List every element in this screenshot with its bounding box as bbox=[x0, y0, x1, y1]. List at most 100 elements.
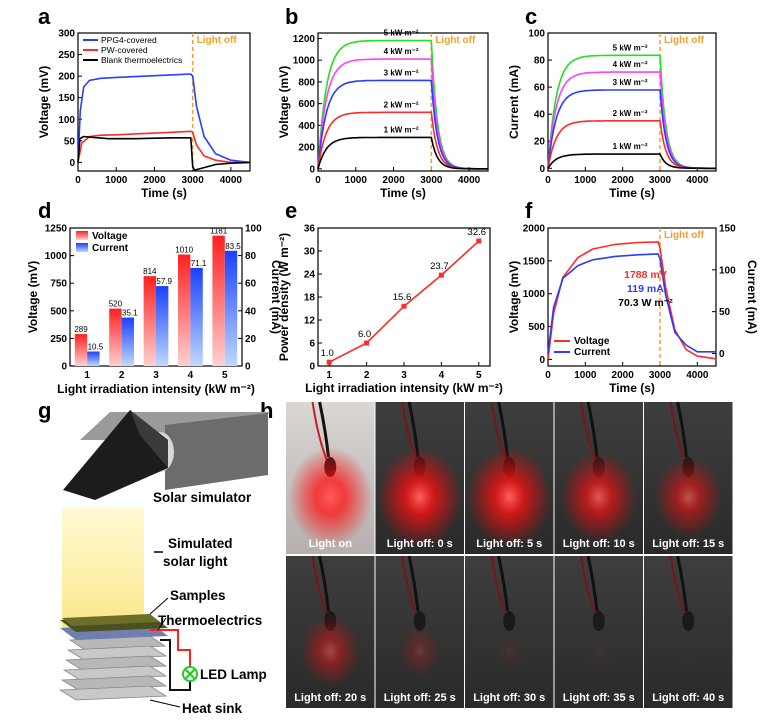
photo-cable-red bbox=[490, 555, 507, 615]
y-tick-label: 6 bbox=[309, 339, 315, 350]
y-tick-label: 100 bbox=[528, 29, 545, 40]
bar-voltage bbox=[212, 235, 225, 366]
data-label: 15.6 bbox=[393, 292, 412, 303]
y2-axis-label: Current (mA) bbox=[745, 260, 759, 334]
y-tick-label: 0 bbox=[539, 355, 545, 366]
y-axis-label: Voltage (mV) bbox=[26, 261, 40, 333]
x-tick-label: 0 bbox=[545, 370, 551, 381]
y-tick-label: 750 bbox=[50, 279, 67, 290]
light-off-label: Light off bbox=[664, 230, 705, 241]
y2-tick-label: 80 bbox=[245, 251, 257, 262]
y2-tick-label: 0 bbox=[245, 362, 251, 373]
photo-led-glow bbox=[583, 631, 614, 671]
label-simulated-light-2: solar light bbox=[163, 554, 228, 569]
data-point bbox=[326, 359, 332, 365]
x-tick-label: 2 bbox=[119, 370, 125, 381]
data-label: 1.0 bbox=[321, 348, 334, 359]
x-axis-label: Time (s) bbox=[609, 381, 655, 395]
series-line-4 bbox=[317, 136, 488, 170]
panel-label-g: g bbox=[38, 398, 51, 423]
y-tick-label: 0 bbox=[61, 362, 67, 373]
y-tick-label: 250 bbox=[58, 50, 75, 61]
y2-axis-label: Current (mA) bbox=[269, 260, 283, 334]
y-tick-label: 2000 bbox=[523, 224, 546, 235]
y-tick-label: 100 bbox=[58, 115, 75, 126]
y-tick-label: 600 bbox=[298, 99, 315, 110]
x-tick-label: 1 bbox=[84, 370, 90, 381]
legend-label: Current bbox=[574, 347, 611, 358]
photo-led-body bbox=[682, 611, 695, 631]
y2-tick-label: 100 bbox=[719, 265, 736, 276]
y-tick-label: 1200 bbox=[293, 34, 316, 45]
bar-label-current: 71.1 bbox=[191, 259, 207, 268]
led-lamp-icon bbox=[182, 666, 198, 682]
panel-label-d: d bbox=[38, 198, 51, 223]
x-tick-label: 1000 bbox=[105, 175, 128, 186]
x-tick-label: 1 bbox=[326, 370, 332, 381]
bar-voltage bbox=[143, 276, 156, 366]
light-off-label: Light off bbox=[664, 35, 705, 46]
label-led-lamp: LED Lamp bbox=[200, 667, 267, 682]
y-tick-label: 800 bbox=[298, 77, 315, 88]
y-tick-label: 300 bbox=[58, 29, 75, 40]
x-tick-label: 4000 bbox=[686, 175, 709, 186]
data-point bbox=[476, 238, 482, 244]
legend-label: Current bbox=[92, 243, 129, 254]
label-heat-sink: Heat sink bbox=[182, 701, 243, 716]
y-tick-label: 0 bbox=[69, 158, 75, 169]
series-label: 3 kW m⁻² bbox=[384, 68, 419, 77]
wire-red bbox=[150, 629, 191, 668]
leader-heat-sink bbox=[149, 699, 181, 708]
photo-grid-h: Light on Light off: 0 s Light off: 5 s Ligh… bbox=[286, 401, 733, 708]
y-tick-label: 50 bbox=[64, 136, 76, 147]
y-tick-label: 0 bbox=[309, 164, 315, 175]
y-tick-label: 60 bbox=[534, 83, 546, 94]
leader-samples bbox=[149, 597, 169, 615]
photo-caption-6: Light off: 25 s bbox=[384, 692, 456, 704]
y2-tick-label: 0 bbox=[719, 349, 725, 360]
bar-label-voltage: 289 bbox=[74, 325, 88, 334]
bar-voltage bbox=[74, 334, 88, 366]
y-tick-label: 200 bbox=[298, 143, 315, 154]
x-tick-label: 4 bbox=[439, 370, 445, 381]
photo-caption-2: Light off: 5 s bbox=[476, 538, 542, 550]
y-tick-label: 0 bbox=[539, 164, 545, 175]
panel-label-b: b bbox=[285, 4, 298, 29]
y2-tick-label: 60 bbox=[245, 279, 257, 290]
y2-tick-label: 150 bbox=[719, 224, 736, 235]
bar-label-current: 57.9 bbox=[156, 277, 172, 286]
x-tick-label: 2 bbox=[364, 370, 370, 381]
bar-label-current: 83.5 bbox=[225, 242, 241, 251]
plot-frame bbox=[547, 32, 717, 172]
bar-current bbox=[121, 317, 134, 366]
photo-caption-9: Light off: 40 s bbox=[652, 692, 724, 704]
y-tick-label: 30 bbox=[304, 247, 316, 258]
x-tick-label: 2000 bbox=[612, 175, 635, 186]
simulator-prism-face bbox=[130, 410, 168, 468]
y-tick-label: 40 bbox=[534, 110, 546, 121]
series-label: 5 kW m⁻² bbox=[613, 43, 648, 52]
chart-d: 0 250 500 750 1000 1250 0 20 40 60 80 100 Light irra… bbox=[26, 224, 283, 397]
data-label: 23.7 bbox=[430, 261, 449, 272]
y-axis-label: Voltage (mV) bbox=[507, 261, 521, 333]
photo-cable-black bbox=[586, 555, 599, 612]
photo-cable-black bbox=[318, 555, 330, 612]
y-axis-label: Power density (W m⁻²) bbox=[277, 233, 291, 361]
readout-2: 70.3 W m⁻² bbox=[618, 297, 673, 309]
legend-label: Voltage bbox=[92, 231, 128, 242]
x-tick-label: 1000 bbox=[574, 175, 597, 186]
y-tick-label: 400 bbox=[298, 121, 315, 132]
photo-led-glow bbox=[467, 447, 552, 547]
data-label: 6.0 bbox=[358, 329, 371, 340]
series-line-1 bbox=[77, 130, 250, 164]
y-axis-label: Voltage (mV) bbox=[277, 66, 291, 138]
data-point bbox=[401, 303, 407, 309]
light-off-label: Light off bbox=[197, 35, 238, 46]
x-tick-label: 4 bbox=[188, 370, 194, 381]
y-tick-label: 200 bbox=[58, 72, 75, 83]
bar-current bbox=[87, 351, 100, 366]
